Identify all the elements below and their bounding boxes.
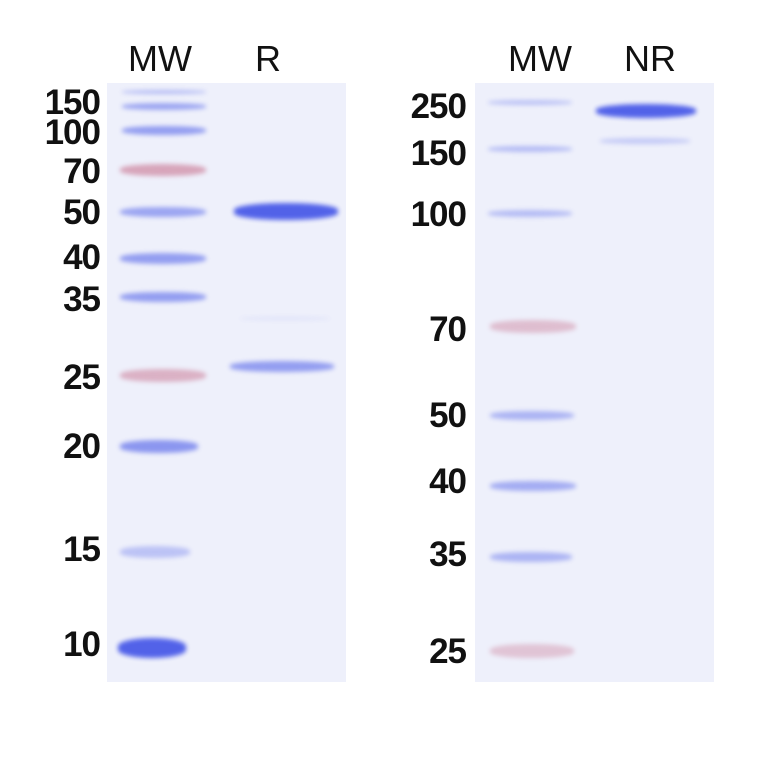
gel-band — [120, 440, 198, 453]
marker-label-250-kda: 250 — [410, 87, 467, 126]
gel-band — [488, 146, 572, 152]
marker-label-50-kda: 50 — [63, 193, 101, 232]
marker-label-20-kda: 20 — [63, 427, 101, 466]
gel-band — [490, 481, 576, 491]
marker-label-25-kda: 25 — [429, 632, 467, 671]
gel-band — [118, 638, 186, 658]
gel-band — [488, 210, 572, 217]
marker-label-40-kda: 40 — [63, 238, 101, 277]
lane-header-mw: MW — [508, 38, 572, 79]
marker-label-35-kda: 35 — [429, 535, 467, 574]
gel-non-reducing — [475, 83, 714, 682]
marker-label-100-kda: 100 — [410, 195, 467, 234]
marker-label-25-kda: 25 — [63, 358, 101, 397]
gel-band — [122, 90, 206, 94]
lane-header-mw: MW — [128, 38, 192, 79]
gel-band — [240, 317, 330, 320]
marker-label-40-kda: 40 — [429, 462, 467, 501]
gel-band — [490, 552, 572, 562]
gel-band — [234, 203, 338, 220]
marker-label-150-kda: 150 — [410, 134, 467, 173]
gel-band — [120, 546, 190, 558]
gel-band — [120, 369, 206, 382]
marker-label-15-kda: 15 — [63, 530, 101, 569]
marker-label-70-kda: 70 — [63, 152, 101, 191]
gel-band — [490, 320, 576, 333]
gel-band — [230, 361, 334, 372]
gel-reducing — [107, 83, 346, 682]
gel-band — [596, 104, 696, 118]
gel-band — [120, 292, 206, 302]
gel-band — [120, 253, 206, 264]
marker-label-100-kda: 100 — [44, 113, 101, 152]
gel-band — [122, 103, 206, 110]
gel-band — [488, 100, 572, 105]
gel-band — [122, 126, 206, 135]
gel-band — [600, 138, 690, 144]
gel-band — [490, 411, 574, 420]
lane-header-nr: NR — [624, 38, 676, 79]
marker-label-10-kda: 10 — [63, 625, 101, 664]
gel-band — [120, 164, 206, 176]
marker-label-150-kda: 150 — [44, 83, 101, 122]
marker-label-35-kda: 35 — [63, 280, 101, 319]
gel-band — [490, 644, 574, 658]
gel-band — [120, 207, 206, 217]
marker-label-70-kda: 70 — [429, 310, 467, 349]
lane-header-r: R — [255, 38, 281, 79]
marker-label-50-kda: 50 — [429, 396, 467, 435]
